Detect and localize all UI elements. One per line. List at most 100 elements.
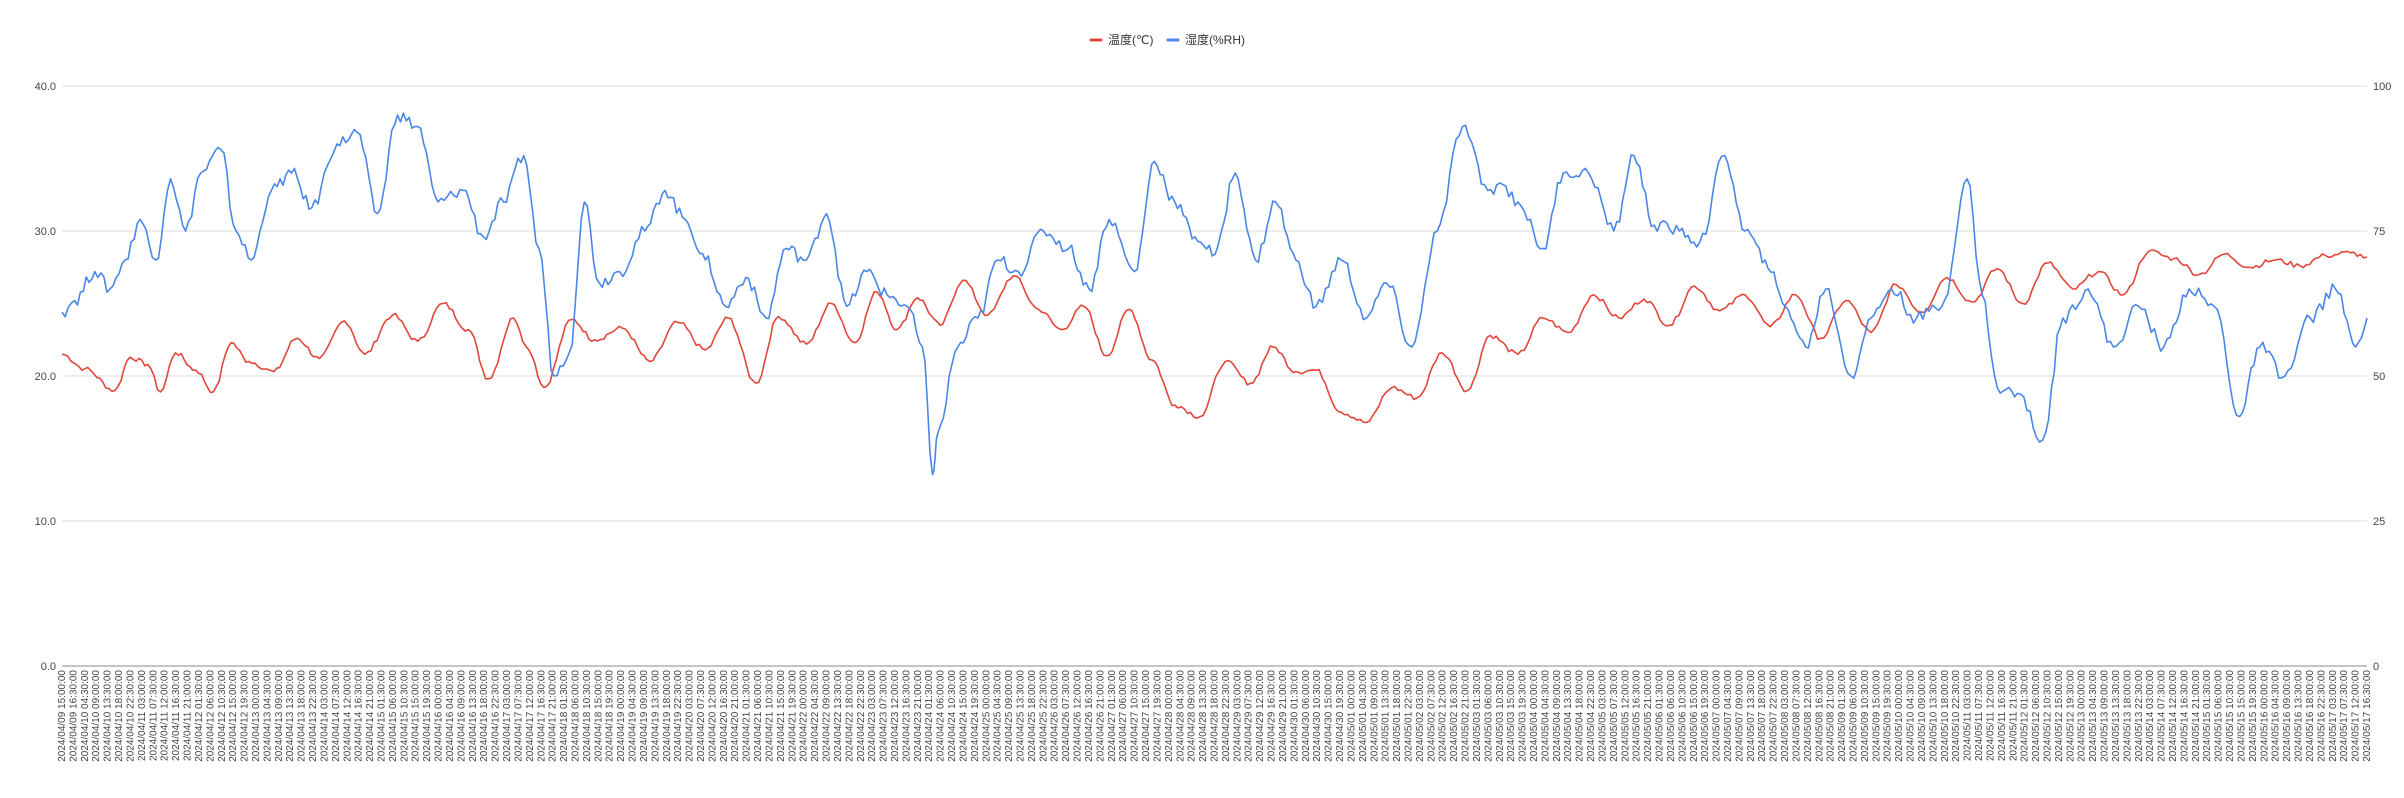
x-tick-label: 2024/04/21 01:30:00 [742, 670, 753, 762]
x-tick-label: 2024/04/21 15:00:00 [776, 670, 787, 762]
x-tick-label: 2024/05/01 22:30:00 [1404, 670, 1415, 762]
x-tick-label: 2024/04/29 12:00:00 [1255, 670, 1266, 762]
x-tick-label: 2024/05/08 21:00:00 [1826, 670, 1837, 762]
x-tick-label: 2024/05/07 09:00:00 [1734, 670, 1745, 762]
x-tick-label: 2024/04/11 03:00:00 [137, 670, 148, 761]
x-tick-label: 2024/04/18 10:30:00 [582, 670, 593, 762]
x-tick-label: 2024/04/10 04:30:00 [80, 670, 91, 762]
legend-label-temperature: 温度(℃) [1108, 32, 1153, 47]
x-tick-label: 2024/05/07 18:00:00 [1757, 670, 1768, 762]
x-tick-label: 2024/04/14 07:30:00 [331, 670, 342, 762]
x-tick-label: 2024/04/29 16:30:00 [1267, 670, 1278, 762]
y-right-tick-label: 25 [2373, 516, 2385, 528]
legend: 温度(℃) 湿度(%RH) [1089, 32, 1245, 47]
x-tick-label: 2024/05/13 09:00:00 [2100, 670, 2111, 762]
x-tick-label: 2024/04/14 16:30:00 [354, 670, 365, 762]
x-tick-label: 2024/04/19 00:00:00 [616, 670, 627, 762]
x-tick-label: 2024/04/22 22:30:00 [856, 670, 867, 762]
x-tick-label: 2024/04/23 07:30:00 [879, 670, 890, 762]
x-tick-label: 2024/04/10 09:00:00 [91, 670, 102, 762]
x-tick-label: 2024/05/14 21:00:00 [2191, 670, 2202, 762]
x-tick-label: 2024/04/17 21:00:00 [548, 670, 559, 762]
x-tick-label: 2024/04/29 07:30:00 [1244, 670, 1255, 762]
x-tick-label: 2024/04/11 21:00:00 [183, 670, 194, 761]
x-tick-label: 2024/05/09 10:30:00 [1860, 670, 1871, 762]
x-tick-label: 2024/04/26 07:30:00 [1061, 670, 1072, 762]
x-tick-label: 2024/04/15 06:00:00 [388, 670, 399, 762]
x-tick-label: 2024/04/17 12:00:00 [525, 670, 536, 762]
x-tick-label: 2024/04/10 22:30:00 [126, 670, 137, 762]
x-tick-label: 2024/04/12 10:30:00 [217, 670, 228, 762]
x-tick-label: 2024/04/25 00:00:00 [981, 670, 992, 762]
x-tick-label: 2024/04/18 19:30:00 [605, 670, 616, 762]
x-tick-label: 2024/05/11 21:00:00 [2008, 670, 2019, 761]
x-tick-label: 2024/05/15 19:30:00 [2248, 670, 2259, 762]
x-tick-label: 2024/04/14 21:00:00 [365, 670, 376, 762]
x-tick-label: 2024/05/11 12:00:00 [1985, 670, 1996, 761]
x-tick-label: 2024/04/17 07:30:00 [513, 670, 524, 762]
x-tick-label: 2024/05/10 09:00:00 [1917, 670, 1928, 762]
x-tick-label: 2024/04/17 03:00:00 [502, 670, 513, 762]
x-tick-label: 2024/04/25 13:30:00 [1016, 670, 1027, 762]
y-right-tick-label: 75 [2373, 226, 2385, 238]
x-tick-label: 2024/05/14 12:00:00 [2168, 670, 2179, 762]
x-tick-label: 2024/05/14 16:30:00 [2179, 670, 2190, 762]
x-tick-label: 2024/04/15 15:00:00 [411, 670, 422, 762]
x-tick-label: 2024/05/06 06:00:00 [1666, 670, 1677, 762]
x-tick-label: 2024/05/04 00:00:00 [1529, 670, 1540, 762]
x-tick-label: 2024/04/12 15:00:00 [228, 670, 239, 762]
x-tick-label: 2024/04/09 15:00:00 [57, 670, 68, 762]
x-tick-label: 2024/05/16 09:00:00 [2282, 670, 2293, 762]
x-tick-label: 2024/05/07 13:30:00 [1746, 670, 1757, 762]
x-tick-label: 2024/05/03 01:30:00 [1472, 670, 1483, 762]
x-tick-label: 2024/05/09 19:30:00 [1883, 670, 1894, 762]
x-tick-label: 2024/04/10 18:00:00 [114, 670, 125, 762]
x-tick-label: 2024/04/30 19:30:00 [1335, 670, 1346, 762]
x-tick-label: 2024/05/02 07:30:00 [1426, 670, 1437, 762]
x-tick-label: 2024/04/19 13:30:00 [650, 670, 661, 762]
x-tick-label: 2024/05/01 00:00:00 [1346, 670, 1357, 762]
x-tick-label: 2024/04/16 09:00:00 [456, 670, 467, 762]
y-right-tick-label: 0 [2373, 661, 2379, 673]
x-tick-label: 2024/05/08 16:30:00 [1814, 670, 1825, 762]
x-tick-label: 2024/05/06 19:30:00 [1700, 670, 1711, 762]
x-tick-label: 2024/05/03 06:00:00 [1483, 670, 1494, 762]
x-tick-label: 2024/04/24 15:00:00 [959, 670, 970, 762]
x-tick-label: 2024/05/04 04:30:00 [1540, 670, 1551, 762]
x-tick-label: 2024/04/13 04:30:00 [262, 670, 273, 762]
x-tick-label: 2024/05/16 22:30:00 [2316, 670, 2327, 762]
x-tick-label: 2024/04/14 03:00:00 [320, 670, 331, 762]
x-tick-label: 2024/04/22 04:30:00 [810, 670, 821, 762]
x-tick-label: 2024/04/15 19:30:00 [422, 670, 433, 762]
x-tick-label: 2024/05/08 12:00:00 [1803, 670, 1814, 762]
x-tick-label: 2024/04/20 03:00:00 [685, 670, 696, 762]
x-tick-label: 2024/05/09 15:00:00 [1871, 670, 1882, 762]
legend-label-humidity: 湿度(%RH) [1185, 32, 1245, 47]
x-tick-label: 2024/04/12 06:00:00 [205, 670, 216, 762]
y-right-tick-label: 50 [2373, 371, 2385, 383]
x-tick-label: 2024/04/11 07:30:00 [148, 670, 159, 761]
x-tick-label: 2024/04/20 12:00:00 [707, 670, 718, 762]
x-tick-label: 2024/04/13 13:30:00 [285, 670, 296, 762]
x-tick-label: 2024/05/15 06:00:00 [2214, 670, 2225, 762]
x-tick-label: 2024/04/25 09:00:00 [1004, 670, 1015, 762]
x-tick-label: 2024/04/24 19:30:00 [970, 670, 981, 762]
x-tick-label: 2024/04/30 06:00:00 [1301, 670, 1312, 762]
x-tick-label: 2024/05/17 07:30:00 [2339, 670, 2350, 762]
x-tick-label: 2024/04/28 09:00:00 [1187, 670, 1198, 762]
x-tick-label: 2024/05/15 10:30:00 [2225, 670, 2236, 762]
x-tick-label: 2024/05/05 16:30:00 [1632, 670, 1643, 762]
y-axis-left: 0.0 10.0 20.0 30.0 40.0 [35, 81, 56, 673]
x-tick-label: 2024/04/13 00:00:00 [251, 670, 262, 762]
x-tick-label: 2024/04/26 21:00:00 [1095, 670, 1106, 762]
x-tick-label: 2024/05/12 10:30:00 [2043, 670, 2054, 762]
x-tick-label: 2024/04/27 15:00:00 [1141, 670, 1152, 762]
x-tick-label: 2024/05/17 03:00:00 [2328, 670, 2339, 762]
x-tick-label: 2024/04/28 22:30:00 [1221, 670, 1232, 762]
x-tick-label: 2024/05/10 00:00:00 [1894, 670, 1905, 762]
x-tick-label: 2024/04/28 13:30:00 [1198, 670, 1209, 762]
x-tick-label: 2024/05/16 13:30:00 [2294, 670, 2305, 762]
x-tick-label: 2024/05/09 01:30:00 [1837, 670, 1848, 762]
x-tick-label: 2024/05/02 21:00:00 [1461, 670, 1472, 762]
